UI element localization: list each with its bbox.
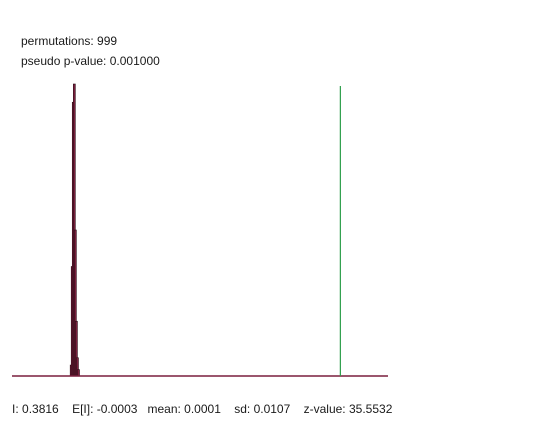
- z-value-value: 35.5532: [349, 402, 393, 416]
- sd-label: sd:: [234, 402, 251, 416]
- expected-i-label: E[I]:: [72, 402, 94, 416]
- permutations-value: 999: [97, 34, 118, 48]
- histogram-bar: [77, 369, 80, 377]
- i-value: 0.3816: [22, 402, 59, 416]
- mean-label: mean:: [147, 402, 181, 416]
- z-value-label: z-value:: [303, 402, 346, 416]
- pseudo-p-value-readout: pseudo p-value: 0.001000: [21, 54, 160, 68]
- i-label: I:: [12, 402, 19, 416]
- mean-value: 0.0001: [184, 402, 221, 416]
- sd-value: 0.0107: [253, 402, 291, 416]
- permutations-readout: permutations: 999: [21, 34, 117, 48]
- statistics-readout: I: 0.3816 E[I]: -0.0003 mean: 0.0001 sd:…: [12, 402, 392, 416]
- permutations-label: permutations:: [21, 34, 94, 48]
- pseudo-p-value-label: pseudo p-value:: [21, 54, 107, 68]
- expected-i-value: -0.0003: [96, 402, 138, 416]
- pseudo-p-value-value: 0.001000: [109, 54, 160, 68]
